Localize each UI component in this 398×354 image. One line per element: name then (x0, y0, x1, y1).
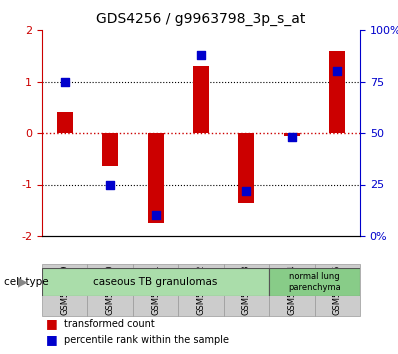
Point (334, 68, 340, 74)
Text: ▶: ▶ (18, 275, 28, 289)
Bar (329, 51, 345, 133)
Bar (193, 66, 209, 133)
Bar (102, 133, 118, 166)
Point (198, 52, 204, 58)
Bar (178, 264, 224, 316)
Point (243, 188, 250, 194)
Text: percentile rank within the sample: percentile rank within the sample (64, 335, 229, 345)
Text: caseous TB granulomas: caseous TB granulomas (94, 277, 218, 287)
Text: normal lung
parenchyma: normal lung parenchyma (288, 272, 341, 292)
Text: ■: ■ (46, 318, 58, 330)
Text: GSM501252: GSM501252 (197, 265, 205, 315)
Bar (269, 268, 360, 296)
Point (62, 79, 68, 84)
Bar (238, 133, 254, 202)
Text: GSM501251: GSM501251 (151, 265, 160, 315)
Bar (42, 264, 88, 316)
Text: GSM501255: GSM501255 (333, 265, 342, 315)
Title: GDS4256 / g9963798_3p_s_at: GDS4256 / g9963798_3p_s_at (96, 12, 306, 26)
Text: GSM501253: GSM501253 (242, 265, 251, 315)
Text: GSM501249: GSM501249 (60, 265, 69, 315)
Bar (284, 133, 300, 136)
Point (152, 212, 159, 218)
Bar (88, 264, 133, 316)
Bar (42, 268, 269, 296)
Bar (57, 113, 73, 133)
Text: cell type: cell type (4, 277, 49, 287)
Bar (148, 133, 164, 223)
Text: GSM501254: GSM501254 (287, 265, 297, 315)
Text: transformed count: transformed count (64, 319, 155, 329)
Text: ■: ■ (46, 333, 58, 346)
Bar (133, 264, 178, 316)
Point (289, 134, 295, 140)
Text: GSM501250: GSM501250 (105, 265, 115, 315)
Bar (269, 264, 314, 316)
Bar (224, 264, 269, 316)
Point (107, 182, 113, 187)
Bar (314, 264, 360, 316)
